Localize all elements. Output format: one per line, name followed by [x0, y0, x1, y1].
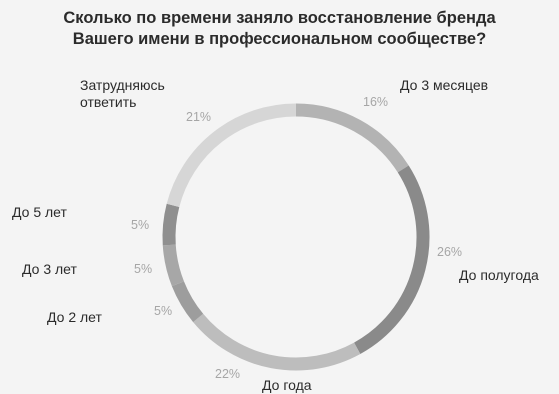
value-label: 21%	[186, 110, 211, 124]
category-label: До 3 месяцев	[400, 77, 488, 94]
value-label: 5%	[131, 218, 149, 232]
donut-segment	[169, 205, 173, 245]
donut-segment	[296, 110, 403, 169]
value-label: 16%	[363, 95, 388, 109]
category-label: До 2 лет	[47, 309, 102, 326]
value-label: 5%	[134, 262, 152, 276]
donut-segment	[169, 245, 178, 284]
value-label: 26%	[437, 245, 462, 259]
category-label: До 3 лет	[22, 261, 77, 278]
category-label: До года	[262, 377, 312, 394]
category-label: До 5 лет	[12, 204, 67, 221]
donut-segment	[198, 318, 357, 364]
category-label: Затрудняюсь ответить	[80, 77, 210, 111]
donut-segment	[357, 169, 423, 348]
donut-segment	[173, 110, 296, 205]
category-label: До полугода	[459, 267, 539, 284]
donut-segment	[178, 284, 198, 318]
value-label: 22%	[215, 367, 240, 381]
value-label: 5%	[154, 304, 172, 318]
